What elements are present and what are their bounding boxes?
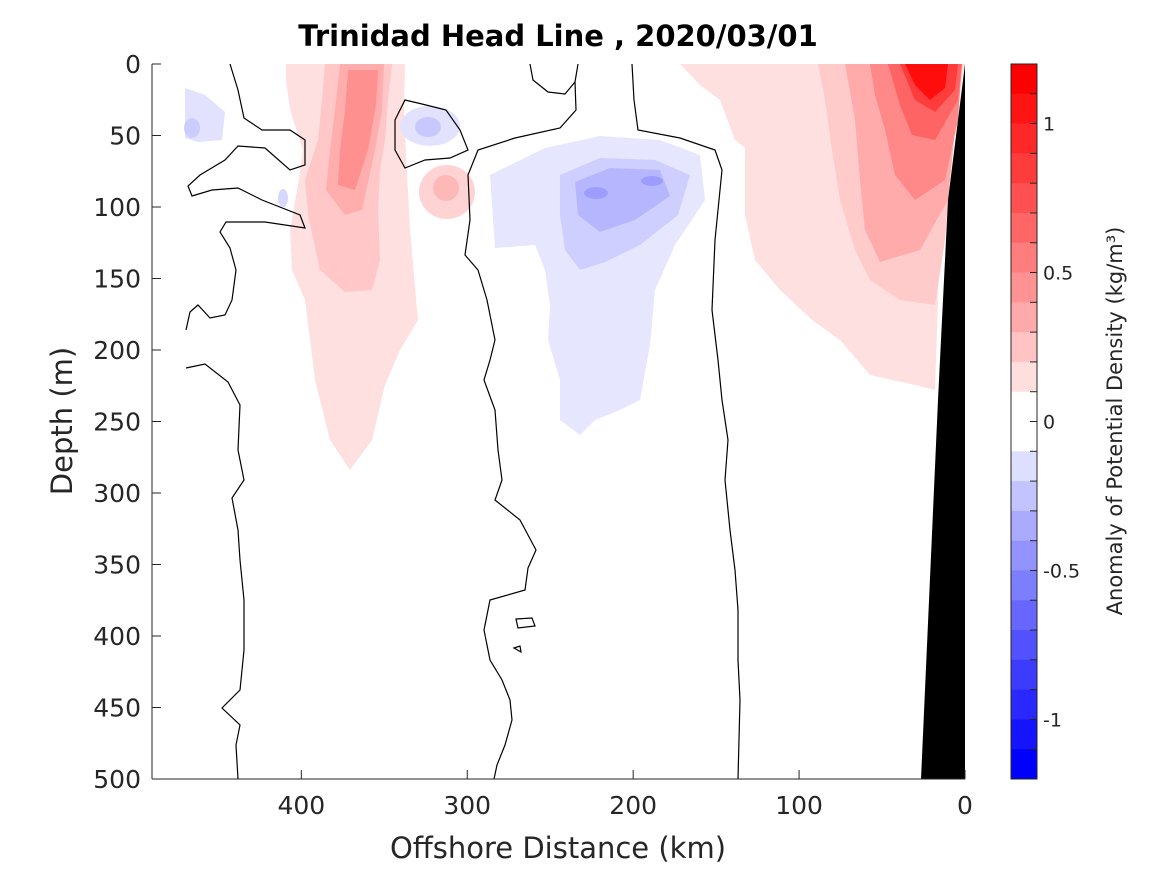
contour-negative-level-4b: [641, 176, 663, 186]
colorbar-band: [1011, 332, 1037, 363]
colorbar-band: [1011, 540, 1037, 571]
colorbar-band: [1011, 153, 1037, 184]
colorbar-band: [1011, 302, 1037, 333]
colorbar-band: [1011, 659, 1037, 691]
colorbar-band: [1011, 570, 1037, 601]
contour-positive-nearshore-7: [905, 64, 948, 100]
seafloor: [921, 64, 965, 779]
colorbar-band: [1011, 510, 1037, 542]
y-tick-label: 250: [93, 408, 141, 437]
y-tick-label: 150: [93, 265, 141, 294]
chart-title: Trinidad Head Line , 2020/03/01: [298, 19, 818, 53]
x-tick-label: 300: [443, 791, 491, 820]
colorbar-band: [1011, 64, 1037, 95]
y-axis-ticks: 0 50 100 150 200 250 300 350 400 450 500: [93, 50, 161, 794]
y-tick-label: 50: [109, 122, 141, 151]
colorbar-band: [1011, 123, 1037, 154]
contour-negative-level-4a: [584, 187, 608, 199]
zero-contour-offshore-upper: [185, 64, 306, 331]
zero-contour-small-loop-2: [512, 645, 522, 654]
colorbar-tick-label: 0.5: [1043, 263, 1073, 285]
colorbar-band: [1011, 242, 1037, 274]
y-tick-label: 200: [93, 336, 141, 365]
contour-positive-level-4: [338, 70, 378, 190]
contour-negative-dot: [278, 189, 288, 207]
zero-contour-inner: [631, 64, 741, 779]
colorbar-band: [1011, 451, 1037, 482]
colorbar-tick-label: -0.5: [1043, 560, 1080, 582]
colorbar-band: [1011, 630, 1037, 661]
colorbar-band: [1011, 600, 1037, 631]
colorbar: [1010, 63, 1038, 780]
colorbar-tick-label: 1: [1043, 114, 1055, 136]
y-tick-label: 350: [93, 551, 141, 580]
x-tick-label: 200: [609, 791, 657, 820]
colorbar-label: Anomaly of Potential Density (kg/m³): [1103, 227, 1127, 616]
y-tick-label: 300: [93, 479, 141, 508]
x-tick-label: 400: [277, 791, 325, 820]
zero-contour-lines: [185, 64, 741, 779]
colorbar-tick-label: 0: [1043, 412, 1055, 434]
zero-contour-mid: [464, 64, 579, 779]
zero-contour-small-loop-1: [515, 617, 536, 629]
y-tick-label: 100: [93, 193, 141, 222]
x-tick-label: 0: [957, 791, 973, 820]
colorbar-band: [1011, 272, 1037, 303]
y-tick-label: 450: [93, 694, 141, 723]
colorbar-band: [1011, 361, 1037, 393]
colorbar-band: [1011, 689, 1037, 720]
colorbar-band: [1011, 481, 1037, 512]
colorbar-band: [1011, 719, 1037, 750]
y-tick-label: 0: [125, 50, 141, 79]
contour-negative-offshore-core: [184, 118, 200, 138]
contour-negative-small-core: [415, 117, 441, 137]
colorbar-ticks: 1 0.5 0 -0.5 -1: [1043, 114, 1080, 732]
colorbar-band: [1011, 212, 1037, 244]
x-axis-label: Offshore Distance (km): [390, 831, 726, 865]
y-axis-label: Depth (m): [45, 347, 79, 495]
colorbar-tick-label: -1: [1043, 709, 1062, 731]
colorbar-band: [1011, 93, 1037, 125]
x-axis-ticks: 400 300 200 100 0: [277, 770, 973, 820]
contour-positive-blob-2: [433, 175, 459, 201]
zero-contour-loop-330: [394, 99, 469, 169]
colorbar-band: [1011, 391, 1037, 422]
contour-fills: [184, 64, 965, 779]
zero-contour-offshore-lower: [185, 363, 245, 779]
colorbar-band: [1011, 183, 1037, 214]
y-tick-label: 400: [93, 622, 141, 651]
x-tick-label: 100: [775, 791, 823, 820]
colorbar-band: [1011, 421, 1037, 452]
y-tick-label: 500: [93, 765, 141, 794]
colorbar-band: [1011, 749, 1037, 780]
